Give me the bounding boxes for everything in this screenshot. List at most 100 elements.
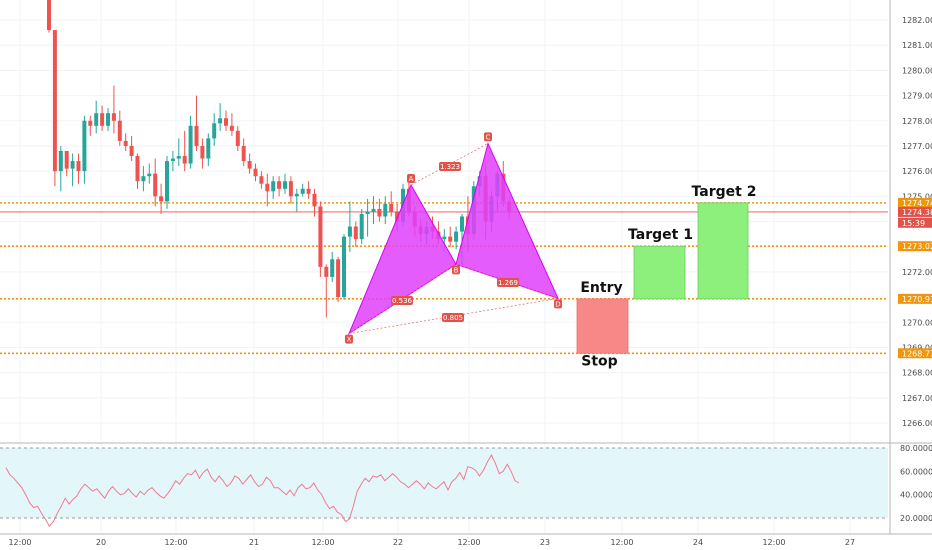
candle [294, 188, 299, 212]
candle [224, 110, 228, 131]
y-tick-label: 1282.00 [902, 16, 932, 25]
y-tick-label: 1269.00 [902, 343, 932, 352]
ratio-label: 0.805 [443, 314, 463, 322]
candle-body [395, 211, 400, 222]
price-tag: 1274.74 [898, 197, 932, 208]
candle-body [288, 181, 293, 197]
pattern-point-x: X [345, 334, 353, 344]
candle-body [460, 216, 464, 232]
candle [229, 113, 234, 136]
ratio-label-bg [442, 313, 464, 322]
candle [94, 100, 99, 134]
candle [454, 226, 459, 250]
candle [47, 0, 51, 33]
harmonic-pattern: X A B C D 1.323 0.536 1.269 0.805 [345, 132, 562, 344]
x-tick-label: 12:00 [164, 538, 187, 547]
candle-body [318, 206, 323, 267]
candle-body [76, 161, 81, 172]
candle-body [70, 161, 75, 169]
candle [64, 150, 69, 177]
candle-body [182, 156, 187, 164]
candle-body [47, 0, 51, 31]
candle-body [247, 161, 252, 169]
candle [117, 110, 122, 146]
stop-label: Stop [581, 353, 617, 369]
candle-body [176, 156, 181, 159]
point-label: B [454, 266, 459, 274]
rsi-tick-label: 80.0000 [900, 444, 932, 453]
y-tick-label: 1268.00 [902, 369, 932, 378]
pattern-point-c: C [484, 132, 492, 142]
candle [141, 166, 146, 192]
ratio-label: 0.536 [392, 297, 413, 305]
candle-body [365, 211, 370, 214]
ratio-label-bg [391, 296, 413, 305]
price-tag-bg [898, 293, 932, 304]
candle-body [235, 130, 240, 146]
target-2-label: Target 2 [692, 184, 757, 200]
candle-body [82, 120, 87, 172]
candle [212, 113, 217, 146]
candle-body [454, 231, 459, 242]
y-tick-label: 1270.00 [902, 318, 932, 327]
rsi-tick-label: 20.0000 [900, 514, 932, 523]
price-tag: 1274.38 [898, 206, 932, 217]
candle [135, 153, 140, 189]
candle-body [170, 158, 175, 162]
price-tag-text: 1274.74 [902, 199, 932, 208]
x-tick-label: 24 [693, 538, 703, 547]
candle [259, 171, 264, 189]
candle [147, 163, 152, 184]
ratio-label-bg [497, 278, 519, 287]
candle-body [106, 113, 110, 126]
candle-body [347, 226, 352, 237]
price-tag-bg [898, 217, 932, 228]
y-tick-label: 1279.00 [902, 92, 932, 101]
candle-body [100, 113, 105, 126]
candle [188, 115, 193, 169]
ratio-label-bg [439, 162, 461, 171]
target-2-box [697, 202, 749, 300]
candle-body [306, 188, 311, 194]
x-tick-label: 27 [845, 538, 855, 547]
price-tag: 15:39 [898, 217, 932, 228]
candle [324, 264, 329, 318]
candle [76, 153, 81, 184]
candle [371, 196, 376, 225]
candle [200, 138, 205, 169]
candle [206, 133, 211, 167]
candle-body [359, 213, 364, 240]
price-tag-text: 1273.02 [902, 242, 932, 251]
ratio-label: 1.323 [440, 163, 460, 171]
candle [265, 173, 270, 207]
y-tick-label: 1280.00 [902, 66, 932, 75]
y-tick-label: 1267.00 [902, 394, 932, 403]
candle-body [336, 259, 341, 298]
trade-boxes: Stop Entry Target 1 Target 2 [576, 184, 757, 369]
x-tick-label: 12:00 [8, 538, 31, 547]
rsi-tick-label: 40.0000 [900, 491, 932, 500]
candle-body [383, 203, 388, 217]
candle-body [371, 208, 376, 212]
candle [389, 191, 394, 217]
candle-body [271, 181, 276, 192]
x-tick-label: 12:00 [762, 538, 785, 547]
candle [318, 201, 323, 277]
price-tag: 1273.02 [898, 241, 932, 252]
candle-body [153, 173, 158, 197]
candle [218, 103, 223, 131]
candle-body [300, 188, 305, 194]
x-tick-label: 20 [96, 538, 106, 547]
candle [306, 181, 311, 199]
y-tick-label: 1277.00 [902, 142, 932, 151]
ratio-label: 1.269 [498, 279, 518, 287]
candle [88, 115, 93, 136]
candle [342, 234, 346, 300]
candle [165, 156, 169, 209]
stop-box [576, 298, 629, 354]
point-label-bg [452, 265, 460, 275]
candle-body [200, 145, 205, 159]
